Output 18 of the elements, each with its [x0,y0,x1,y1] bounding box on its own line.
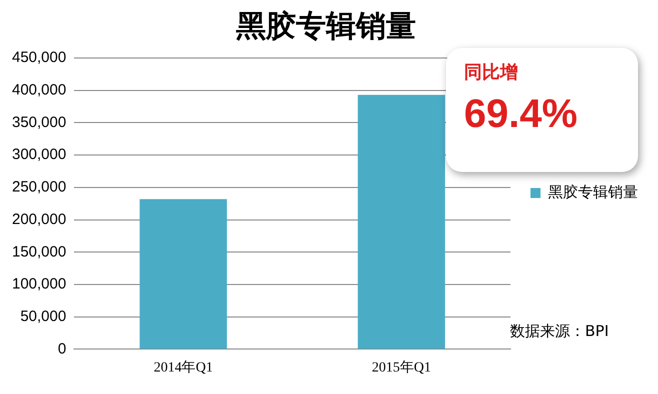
callout-box: 同比增 69.4% [446,48,638,172]
x-tick-label: 2014年Q1 [154,359,213,376]
y-tick-label: 0 [58,340,66,358]
annotation: 69.4% [464,92,578,137]
x-tick-label: 2015年Q1 [372,359,431,376]
annotation: 同比增 [464,61,518,84]
y-tick-label: 400,000 [12,81,66,98]
legend-label: 黑胶专辑销量 [548,182,638,201]
annotation: 数据来源：BPI [510,322,609,341]
y-tick-label: 200,000 [12,210,66,228]
y-tick-label: 350,000 [12,114,66,131]
y-tick-label: 450,000 [12,49,66,66]
chart-title: 黑胶专辑销量 [236,8,416,44]
y-tick-label: 50,000 [20,308,66,325]
y-tick-label: 300,000 [12,146,66,164]
y-tick-label: 100,000 [12,276,66,293]
y-tick-label: 150,000 [12,243,66,260]
y-tick-label: 250,000 [12,178,66,196]
